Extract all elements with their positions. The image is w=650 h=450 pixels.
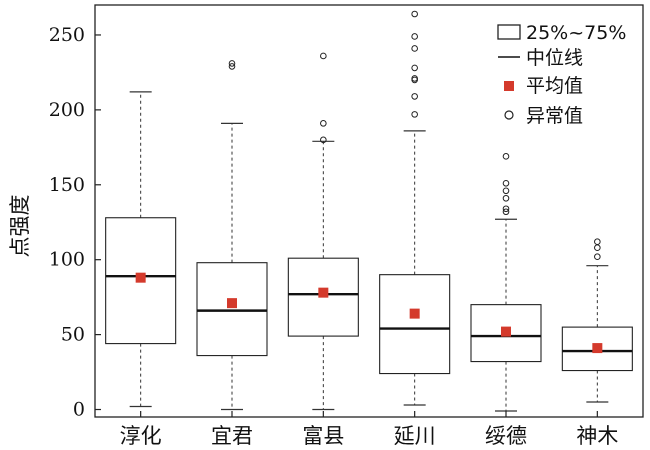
outlier-point xyxy=(411,10,418,18)
outlier-point xyxy=(411,33,418,40)
plot-area xyxy=(94,4,644,418)
outlier-point xyxy=(411,45,418,52)
legend-mean-swatch xyxy=(504,81,514,91)
outlier-point xyxy=(411,75,418,82)
outlier-point xyxy=(502,194,510,202)
mean-marker xyxy=(227,298,237,309)
outlier-point xyxy=(411,111,418,118)
box-group xyxy=(379,10,451,406)
box-group xyxy=(196,60,268,411)
y-tick-label: 100 xyxy=(49,249,85,271)
x-tick-label: 宜君 xyxy=(211,424,253,448)
box-group xyxy=(287,52,359,411)
mean-marker xyxy=(135,272,146,283)
box-group xyxy=(561,238,633,403)
y-tick-label: 250 xyxy=(49,24,85,46)
plot-frame xyxy=(94,4,644,418)
y-axis-label: 点强度 xyxy=(8,195,32,258)
y-tick-label: 200 xyxy=(49,99,85,121)
outlier-point xyxy=(411,93,418,100)
y-tick-label: 50 xyxy=(61,324,85,346)
legend-outlier-label: 异常值 xyxy=(526,105,583,127)
outlier-point xyxy=(320,120,327,127)
x-tick-label: 淳化 xyxy=(120,424,162,448)
y-tick-label: 150 xyxy=(49,174,85,196)
outlier-point xyxy=(502,208,510,216)
outlier-point xyxy=(502,179,510,187)
legend-box-label: 25%~75% xyxy=(526,22,626,44)
outlier-point xyxy=(411,64,418,72)
legend: 25%~75% 中位线 平均值 异常值 xyxy=(497,22,626,127)
outlier-point xyxy=(228,60,236,67)
outlier-point xyxy=(594,244,601,252)
legend-median-label: 中位线 xyxy=(526,47,583,69)
outlier-point xyxy=(320,136,327,144)
iqr-box xyxy=(379,274,451,375)
outlier-point xyxy=(502,187,510,195)
iqr-box xyxy=(196,262,268,357)
outlier-point xyxy=(594,253,601,260)
mean-marker xyxy=(501,326,511,337)
mean-marker xyxy=(592,343,603,354)
x-axis: 淳化 宜君 富县 延川 绥德 神木 xyxy=(120,411,618,448)
x-tick-label: 神木 xyxy=(576,424,618,448)
outlier-point xyxy=(502,205,510,213)
outlier-point xyxy=(594,238,601,246)
x-tick-label: 绥德 xyxy=(485,424,527,448)
legend-outlier-swatch xyxy=(504,110,514,120)
legend-mean-label: 平均值 xyxy=(526,75,583,97)
y-axis: 0 50 100 150 200 250 xyxy=(49,24,101,421)
x-tick-label: 延川 xyxy=(394,424,436,448)
legend-box-swatch xyxy=(497,24,521,40)
box-group xyxy=(105,91,177,408)
mean-marker xyxy=(409,308,420,319)
x-tick-label: 富县 xyxy=(302,424,344,448)
outlier-point xyxy=(502,153,510,160)
outlier-point xyxy=(320,52,327,60)
y-tick-label: 0 xyxy=(73,399,85,421)
box-group xyxy=(470,153,542,412)
outlier-point xyxy=(228,63,236,70)
mean-marker xyxy=(318,287,329,298)
